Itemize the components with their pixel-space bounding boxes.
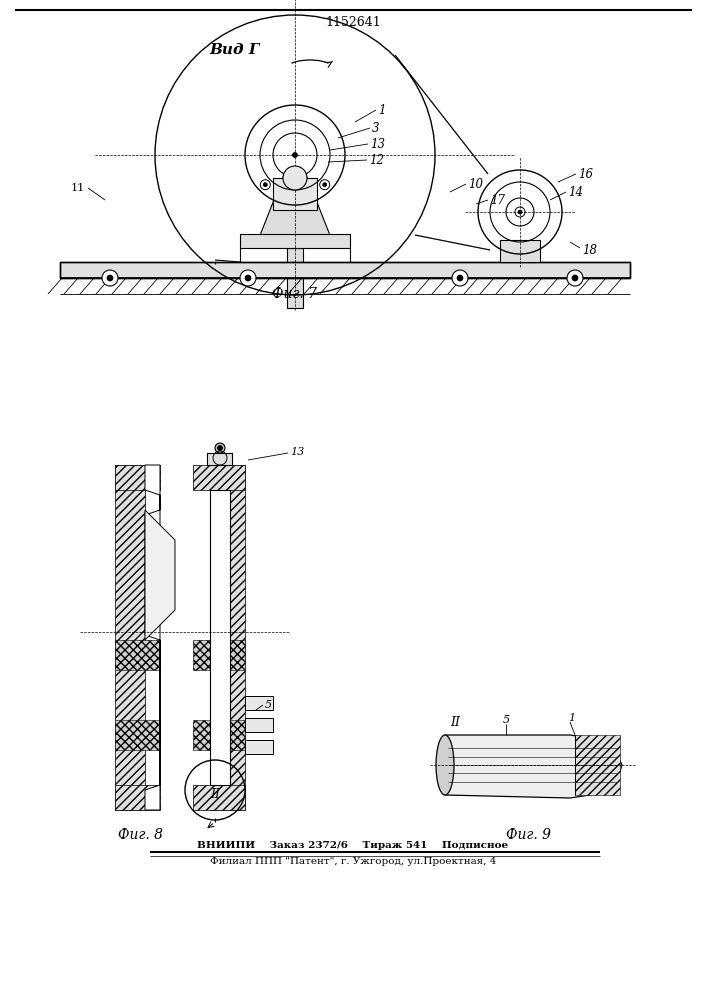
Bar <box>115 465 145 810</box>
Circle shape <box>293 152 298 157</box>
Text: 17: 17 <box>490 194 505 207</box>
Bar <box>273 178 317 210</box>
Ellipse shape <box>436 735 454 795</box>
Circle shape <box>283 166 307 190</box>
Text: 11: 11 <box>71 183 85 193</box>
Text: 18: 18 <box>582 243 597 256</box>
Bar <box>193 720 245 750</box>
Text: 13: 13 <box>370 137 385 150</box>
Bar <box>245 696 273 710</box>
Circle shape <box>218 446 223 450</box>
Text: Фиг. 9: Фиг. 9 <box>506 828 551 842</box>
Polygon shape <box>145 465 160 810</box>
Text: II: II <box>210 788 220 802</box>
Text: II: II <box>450 716 460 728</box>
Text: ВНИИПИ    Заказ 2372/6    Тираж 541    Подписное: ВНИИПИ Заказ 2372/6 Тираж 541 Подписное <box>197 842 508 850</box>
Text: Филиал ППП "Патент", г. Ужгород, ул.Проектная, 4: Филиал ППП "Патент", г. Ужгород, ул.Прое… <box>210 857 496 866</box>
Text: 5: 5 <box>503 715 510 725</box>
Circle shape <box>215 443 225 453</box>
Circle shape <box>322 183 327 187</box>
Polygon shape <box>255 177 335 248</box>
Circle shape <box>245 275 251 281</box>
Bar <box>115 785 160 810</box>
Circle shape <box>567 270 583 286</box>
Text: 12: 12 <box>369 153 384 166</box>
Bar <box>193 785 245 810</box>
Text: Фиг. 7: Фиг. 7 <box>272 287 317 301</box>
Bar <box>115 465 160 490</box>
Circle shape <box>102 270 118 286</box>
Polygon shape <box>145 510 175 640</box>
Bar <box>245 740 273 754</box>
Circle shape <box>452 270 468 286</box>
Bar <box>245 718 273 732</box>
Bar <box>60 262 630 278</box>
Bar <box>193 465 245 490</box>
Bar <box>500 240 540 262</box>
Text: 1: 1 <box>568 713 575 723</box>
Bar <box>287 248 303 308</box>
Bar <box>193 640 245 670</box>
Text: 10: 10 <box>468 178 483 190</box>
Text: 16: 16 <box>578 167 593 180</box>
Circle shape <box>518 210 522 214</box>
Text: 3: 3 <box>372 121 380 134</box>
Bar <box>207 453 232 465</box>
Text: 13: 13 <box>290 447 304 457</box>
Circle shape <box>515 207 525 217</box>
Bar <box>115 720 160 750</box>
Bar <box>575 735 620 795</box>
Circle shape <box>457 275 463 281</box>
Text: 14: 14 <box>568 186 583 198</box>
Circle shape <box>240 270 256 286</box>
Text: 1: 1 <box>378 104 385 116</box>
Polygon shape <box>445 735 622 798</box>
Circle shape <box>263 183 267 187</box>
Bar <box>115 640 160 670</box>
Text: Вид Г: Вид Г <box>210 43 260 57</box>
Text: 1152641: 1152641 <box>325 15 381 28</box>
Text: 5: 5 <box>265 700 272 710</box>
Circle shape <box>107 275 113 281</box>
Bar <box>210 490 230 785</box>
Text: Фиг. 8: Фиг. 8 <box>117 828 163 842</box>
Bar <box>60 262 630 278</box>
Bar <box>210 465 245 810</box>
Bar <box>240 234 350 248</box>
Circle shape <box>572 275 578 281</box>
